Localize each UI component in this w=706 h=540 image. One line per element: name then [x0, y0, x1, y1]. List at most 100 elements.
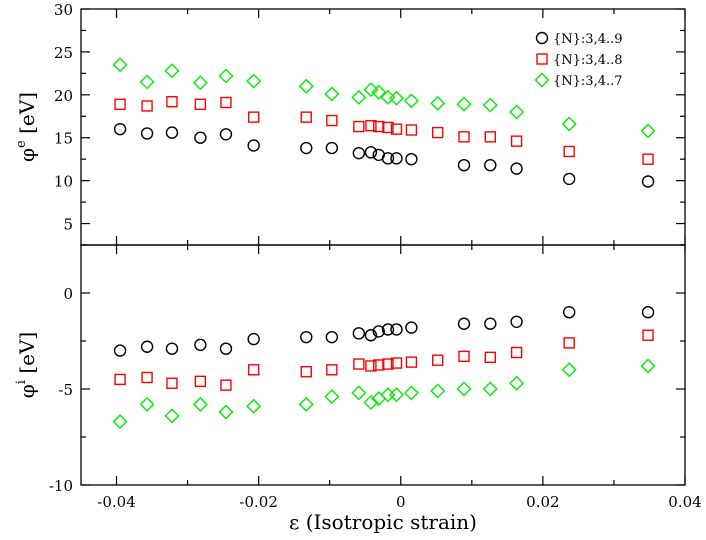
point-bottom-circle-3 [194, 338, 207, 352]
point-top-circle-13 [405, 152, 418, 166]
point-top-circle-9 [364, 146, 378, 159]
x-tick-label: -0.04 [97, 493, 135, 511]
point-bottom-square-15 [458, 350, 470, 363]
point-top-square-17 [510, 135, 523, 147]
x-tick-label: 0.02 [526, 493, 559, 511]
point-top-circle-0 [113, 122, 127, 136]
point-top-square-9 [365, 120, 377, 132]
point-bottom-diamond-11 [380, 387, 396, 403]
point-top-circle-5 [247, 139, 260, 152]
x-axis-label: ε (Isotropic strain) [289, 510, 477, 534]
y-tick-label-top: 25 [54, 44, 73, 62]
point-top-diamond-0 [112, 57, 128, 73]
point-top-square-6 [300, 111, 312, 123]
point-top-square-13 [405, 124, 418, 136]
point-top-diamond-1 [139, 74, 155, 90]
point-bottom-square-0 [114, 373, 126, 386]
point-top-diamond-19 [640, 123, 656, 139]
point-top-diamond-18 [561, 116, 577, 132]
y-axis-label-bottom: φi [eV] [14, 332, 39, 398]
point-top-square-14 [432, 126, 444, 139]
point-bottom-square-5 [247, 364, 260, 376]
point-bottom-square-17 [510, 346, 523, 359]
point-bottom-square-11 [382, 358, 394, 370]
y-axis-unit: [eV] [15, 92, 39, 140]
point-top-diamond-16 [482, 97, 498, 113]
y-tick-label-top: 20 [54, 87, 73, 105]
legend-label: {N}:3,4..8 [553, 53, 623, 68]
y-tick-label-bottom: -10 [49, 477, 73, 495]
point-top-circle-1 [140, 127, 154, 140]
point-bottom-diamond-15 [456, 381, 472, 397]
point-bottom-square-10 [373, 359, 385, 371]
point-bottom-diamond-1 [139, 396, 155, 412]
y-tick-label-top: 30 [54, 1, 73, 19]
point-top-circle-14 [457, 158, 471, 172]
point-bottom-square-3 [194, 375, 207, 388]
point-bottom-circle-14 [457, 317, 471, 330]
point-bottom-diamond-5 [246, 398, 262, 414]
point-top-square-7 [326, 114, 338, 127]
point-bottom-square-6 [300, 366, 312, 378]
point-bottom-diamond-7 [324, 389, 340, 405]
point-bottom-circle-1 [140, 340, 154, 353]
legend-label: {N}:3,4..9 [553, 32, 623, 47]
point-bottom-circle-9 [364, 329, 378, 342]
point-bottom-square-4 [220, 379, 232, 391]
point-top-circle-2 [165, 126, 179, 139]
point-bottom-square-9 [365, 360, 377, 372]
point-bottom-square-8 [353, 358, 365, 370]
point-top-square-4 [220, 96, 232, 109]
point-bottom-diamond-4 [218, 404, 234, 420]
point-bottom-square-16 [484, 351, 496, 364]
point-top-circle-8 [352, 146, 366, 160]
point-top-diamond-6 [298, 78, 314, 94]
y-tick-label-top: 15 [54, 130, 73, 148]
point-bottom-circle-18 [641, 306, 655, 319]
point-top-circle-6 [300, 141, 313, 155]
y-axis-symbol: φ [15, 384, 39, 398]
point-bottom-diamond-2 [164, 408, 180, 424]
plot-frame-bottom [80, 244, 686, 486]
point-top-square-8 [353, 120, 365, 133]
y-tick-label-top: 10 [54, 173, 73, 191]
point-top-square-11 [382, 121, 394, 134]
point-top-square-15 [458, 131, 470, 143]
point-bottom-circle-10 [372, 325, 385, 338]
legend-marker-square [536, 53, 548, 65]
point-bottom-square-14 [432, 354, 444, 366]
x-tick-label: -0.02 [239, 493, 277, 511]
point-top-diamond-2 [164, 63, 180, 79]
y-axis-superscript: i [14, 380, 29, 384]
point-top-circle-11 [381, 152, 395, 165]
point-bottom-square-12 [390, 357, 403, 369]
legend-marker-diamond [534, 72, 550, 88]
point-bottom-diamond-13 [403, 385, 419, 401]
point-bottom-circle-11 [381, 323, 395, 336]
point-top-diamond-15 [456, 96, 472, 112]
point-top-square-3 [194, 98, 207, 110]
point-bottom-circle-16 [510, 315, 523, 328]
point-top-diamond-13 [403, 93, 419, 109]
point-bottom-circle-6 [300, 330, 313, 344]
point-bottom-diamond-6 [298, 396, 314, 412]
point-top-square-12 [390, 123, 403, 135]
point-top-diamond-9 [363, 82, 379, 98]
point-bottom-square-2 [166, 377, 178, 389]
point-bottom-diamond-8 [351, 385, 367, 401]
point-top-diamond-4 [218, 68, 234, 84]
point-bottom-square-13 [405, 356, 418, 368]
point-bottom-diamond-3 [192, 396, 208, 412]
y-axis-label-top: φe [eV] [14, 92, 39, 162]
point-bottom-circle-8 [352, 327, 366, 340]
point-top-square-1 [141, 100, 153, 112]
point-bottom-circle-13 [405, 321, 418, 334]
point-top-diamond-5 [246, 73, 262, 89]
point-top-square-5 [247, 111, 260, 123]
point-bottom-square-18 [563, 337, 575, 349]
point-top-circle-7 [325, 141, 339, 155]
point-top-diamond-17 [509, 104, 525, 120]
point-top-square-10 [373, 120, 385, 133]
